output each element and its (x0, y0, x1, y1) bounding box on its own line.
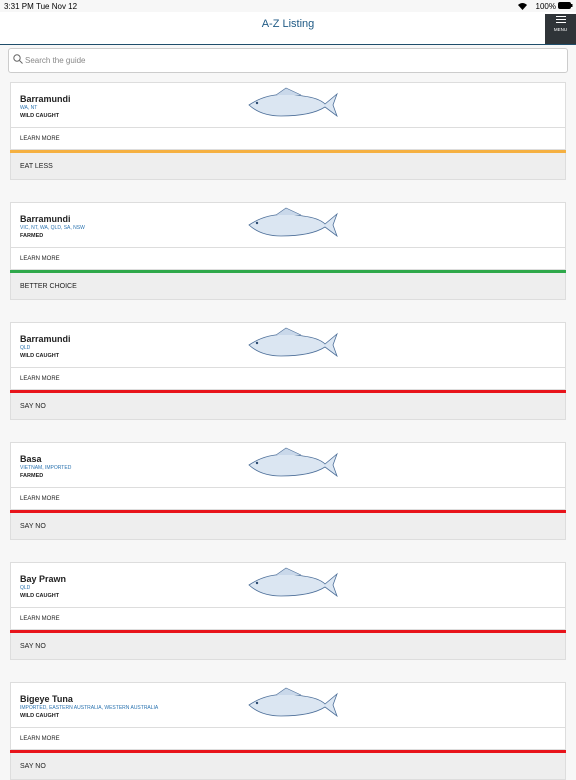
species-region: VIC, NT, WA, QLD, SA, NSW (20, 225, 85, 231)
species-name: Barramundi (20, 94, 71, 104)
date: Tue Nov 12 (36, 2, 78, 11)
search-box[interactable]: Search the guide (8, 48, 568, 73)
fish-illustration (248, 207, 338, 238)
fish-illustration (248, 567, 338, 598)
learn-more-link[interactable]: LEARN MORE (10, 248, 566, 270)
fish-illustration (248, 87, 338, 118)
time: 3:31 PM (4, 2, 34, 11)
learn-more-link[interactable]: LEARN MORE (10, 728, 566, 750)
species-name: Barramundi (20, 214, 71, 224)
page-title: A-Z Listing (261, 18, 315, 30)
fish-illustration (248, 687, 338, 718)
wifi-icon (518, 3, 527, 10)
rating-label: SAY NO (10, 393, 566, 420)
status-bar: 3:31 PM Tue Nov 12 100% (0, 0, 576, 12)
fish-illustration (248, 447, 338, 478)
rating-label: SAY NO (10, 633, 566, 660)
species-region: VIETNAM, IMPORTED (20, 465, 72, 471)
catch-method: WILD CAUGHT (20, 113, 60, 119)
card-header: Basa VIETNAM, IMPORTED FARMED (10, 442, 566, 488)
search-placeholder: Search the guide (25, 56, 86, 65)
species-card[interactable]: Barramundi VIC, NT, WA, QLD, SA, NSW FARME… (10, 202, 566, 300)
species-name: Bay Prawn (20, 574, 67, 584)
catch-method: WILD CAUGHT (20, 593, 60, 599)
learn-more-link[interactable]: LEARN MORE (10, 608, 566, 630)
rating-bar (10, 750, 566, 753)
learn-more-link[interactable]: LEARN MORE (10, 368, 566, 390)
catch-method: WILD CAUGHT (20, 713, 60, 719)
species-region: QLD (20, 345, 31, 351)
fish-image (241, 686, 341, 729)
species-name: Bigeye Tuna (20, 694, 73, 704)
fish-image (241, 206, 341, 249)
rating-label: SAY NO (10, 753, 566, 780)
rating-bar (10, 510, 566, 513)
card-header: Barramundi WA, NT WILD CAUGHT (10, 82, 566, 128)
species-region: QLD (20, 585, 31, 591)
species-region: WA, NT (20, 105, 38, 111)
catch-method: FARMED (20, 233, 44, 239)
menu-label: MENU (553, 27, 568, 32)
battery: 100% (535, 2, 556, 11)
learn-more-link[interactable]: LEARN MORE (10, 128, 566, 150)
battery-icon (558, 2, 573, 9)
rating-label: EAT LESS (10, 153, 566, 180)
fish-image (241, 86, 341, 129)
species-name: Basa (20, 454, 42, 464)
species-region: IMPORTED, EASTERN AUSTRALIA, WESTERN AUS… (20, 705, 159, 711)
fish-image (241, 326, 341, 369)
rating-label: BETTER CHOICE (10, 273, 566, 300)
rating-bar (10, 150, 566, 153)
catch-method: WILD CAUGHT (20, 353, 60, 359)
learn-more-link[interactable]: LEARN MORE (10, 488, 566, 510)
search-icon (13, 54, 23, 64)
menu-button[interactable]: MENU (545, 14, 576, 44)
header: A-Z Listing MENU (0, 12, 576, 45)
card-header: Barramundi QLD WILD CAUGHT (10, 322, 566, 368)
rating-label: SAY NO (10, 513, 566, 540)
catch-method: FARMED (20, 473, 44, 479)
rating-bar (10, 390, 566, 393)
species-card[interactable]: Bay Prawn QLD WILD CAUGHT LEARN MORE SAY NO (10, 562, 566, 660)
fish-image (241, 566, 341, 609)
fish-image (241, 446, 341, 489)
species-card[interactable]: Barramundi QLD WILD CAUGHT LEARN MORE SAY NO (10, 322, 566, 420)
rating-bar (10, 270, 566, 273)
species-card[interactable]: Basa VIETNAM, IMPORTED FARMED LEARN MORE SAY… (10, 442, 566, 540)
rating-bar (10, 630, 566, 633)
card-header: Bay Prawn QLD WILD CAUGHT (10, 562, 566, 608)
card-header: Barramundi VIC, NT, WA, QLD, SA, NSW FARME… (10, 202, 566, 248)
species-card[interactable]: Bigeye Tuna IMPORTED, EASTERN AUSTRALIA, … (10, 682, 566, 780)
species-card[interactable]: Barramundi WA, NT WILD CAUGHT LEARN MORE EAT… (10, 82, 566, 180)
fish-illustration (248, 327, 338, 358)
card-header: Bigeye Tuna IMPORTED, EASTERN AUSTRALIA, … (10, 682, 566, 728)
species-name: Barramundi (20, 334, 71, 344)
